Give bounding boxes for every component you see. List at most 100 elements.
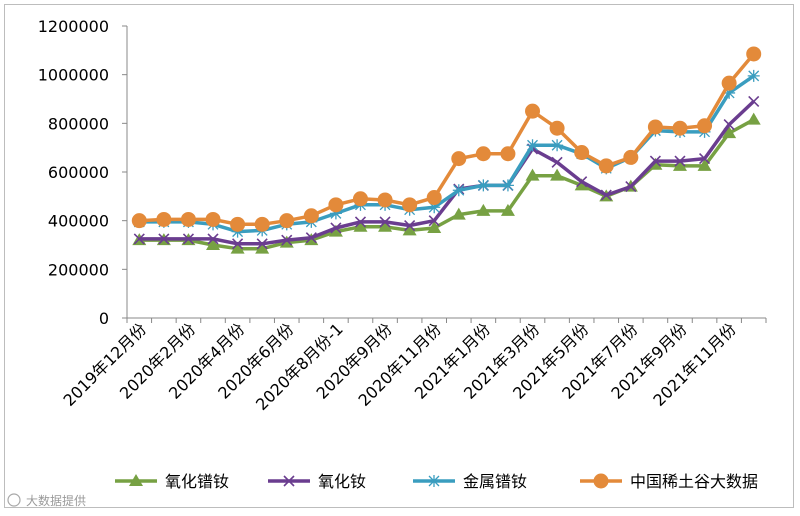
star-marker — [428, 201, 441, 214]
circle-marker — [672, 120, 688, 136]
triangle-marker — [476, 203, 491, 216]
x-marker — [283, 475, 295, 487]
circle-marker — [475, 146, 491, 162]
y-tick-label: 600000 — [48, 163, 109, 182]
triangle-marker — [230, 241, 245, 254]
x-marker — [551, 156, 563, 168]
triangle-marker — [574, 178, 589, 191]
x-marker — [133, 233, 145, 245]
circle-marker — [426, 190, 442, 206]
triangle-marker — [697, 158, 712, 171]
triangle-marker — [525, 168, 540, 181]
triangle-marker — [672, 158, 687, 171]
triangle-marker — [722, 126, 737, 139]
star-marker — [329, 207, 342, 220]
circle-marker — [623, 149, 639, 165]
x-marker — [281, 234, 293, 246]
star-marker — [551, 139, 564, 152]
x-axis-labels: 2019年12月份2020年2月份2020年4月份2020年6月份2020年8月… — [60, 319, 740, 414]
circle-marker — [279, 213, 295, 229]
circle-marker — [377, 192, 393, 208]
x-tick-label: 2020年8月份-1 — [252, 319, 347, 414]
x-marker — [354, 216, 367, 228]
circle-marker — [131, 213, 147, 229]
triangle-marker — [206, 238, 221, 250]
star-marker — [452, 184, 465, 197]
legend-item: 中国稀土谷大数据 — [580, 472, 758, 491]
circle-marker — [254, 216, 270, 232]
x-marker — [207, 233, 219, 245]
x-marker — [748, 95, 760, 107]
series-line — [139, 74, 755, 234]
y-tick-label: 200000 — [48, 260, 109, 279]
series-star — [133, 69, 760, 238]
circle-marker — [721, 75, 737, 91]
triangle-marker — [402, 223, 417, 236]
star-marker — [723, 86, 736, 99]
watermark-text: 大数据提供 — [26, 493, 86, 508]
star-marker — [526, 139, 539, 152]
circle-marker — [500, 146, 516, 162]
circle-marker — [156, 211, 172, 227]
x-tick-label: 2019年12月份 — [60, 319, 151, 410]
circle-marker — [746, 46, 762, 62]
circle-marker — [402, 197, 418, 213]
x-marker — [723, 118, 735, 131]
x-marker — [182, 233, 195, 245]
series-x — [133, 95, 760, 250]
legend-item: 氧化镨钕 — [115, 472, 229, 491]
triangle-marker — [451, 207, 466, 220]
x-marker — [158, 233, 170, 245]
circle-marker — [352, 191, 368, 207]
x-marker — [674, 155, 686, 167]
triangle-marker — [550, 168, 565, 181]
series-triangle — [132, 112, 761, 254]
x-marker — [404, 219, 416, 232]
x-marker — [305, 232, 317, 244]
circle-marker — [525, 103, 541, 119]
x-marker — [649, 155, 661, 167]
x-marker — [379, 216, 391, 228]
x-marker — [698, 153, 711, 165]
triangle-marker — [427, 220, 442, 233]
triangle-marker — [500, 203, 515, 216]
y-tick-label: 1000000 — [38, 66, 109, 85]
legend-label: 氧化钕 — [318, 472, 366, 491]
circle-marker — [180, 211, 196, 227]
x-marker — [428, 215, 440, 227]
circle-marker — [303, 208, 319, 224]
triangle-marker — [378, 219, 393, 232]
x-marker — [232, 238, 244, 250]
chart-frame — [4, 4, 794, 508]
watermark: 大数据提供 — [7, 493, 86, 508]
x-marker — [600, 189, 612, 201]
y-axis-layer: 0 200000 400000 600000 800000 1000000 1200000 — [38, 17, 767, 328]
x-marker — [625, 181, 637, 193]
circle-marker — [230, 216, 246, 232]
series-layer — [131, 46, 762, 254]
circle-marker — [647, 119, 663, 135]
circle-marker — [593, 473, 609, 489]
circle-marker — [574, 145, 590, 161]
circle-marker — [549, 120, 565, 136]
circle-marker — [598, 158, 614, 174]
legend: 氧化镨钕 氧化钕 金属镨钕 中国稀土谷大数据 — [115, 472, 758, 491]
legend-item: 氧化钕 — [268, 472, 366, 491]
triangle-marker — [746, 112, 761, 125]
triangle-marker — [353, 219, 368, 232]
legend-item: 金属镨钕 — [413, 472, 527, 491]
triangle-marker — [255, 241, 270, 254]
star-marker — [747, 69, 760, 82]
circle-marker — [697, 118, 713, 134]
x-marker — [256, 238, 268, 250]
star-marker — [477, 179, 490, 192]
triangle-marker — [328, 224, 343, 237]
series-circle — [131, 46, 762, 232]
x-marker — [330, 222, 342, 234]
circle-marker — [451, 151, 467, 167]
y-tick-label: 800000 — [48, 114, 109, 133]
x-marker — [576, 176, 588, 188]
circle-marker — [328, 197, 344, 213]
legend-label: 中国稀土谷大数据 — [630, 472, 758, 491]
